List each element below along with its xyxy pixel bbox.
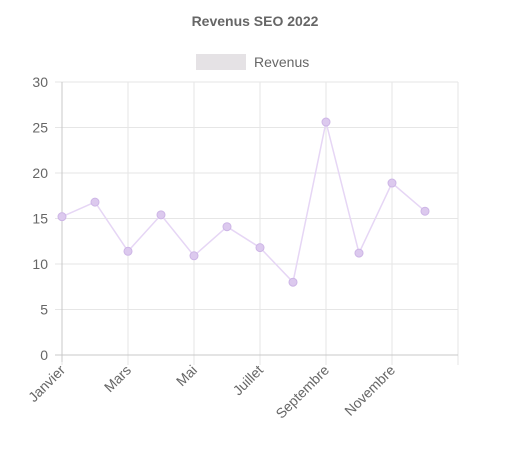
grid (55, 81, 459, 365)
data-point[interactable] (222, 222, 232, 232)
series-line (61, 121, 426, 284)
data-point[interactable] (387, 178, 397, 188)
data-point[interactable] (57, 212, 67, 222)
data-point[interactable] (255, 243, 265, 253)
y-tick-label: 0 (40, 347, 48, 363)
data-point[interactable] (123, 246, 133, 256)
y-tick-label: 25 (32, 120, 48, 136)
x-tick-label: Septembre (272, 362, 332, 422)
axes: 0 5 10 15 20 25 30 Janvier Mars Mai Juillet Septemb… (25, 74, 458, 422)
x-tick-label: Janvier (25, 362, 68, 405)
data-point[interactable] (288, 277, 298, 287)
y-tick-label: 20 (32, 165, 48, 181)
data-point[interactable] (189, 251, 199, 261)
y-tick-label: 5 (40, 302, 48, 318)
data-point[interactable] (156, 210, 166, 220)
data-point[interactable] (420, 206, 430, 216)
x-tick-label: Juillet (229, 362, 266, 399)
data-point[interactable] (90, 197, 100, 207)
x-tick-label: Mai (173, 362, 200, 389)
y-tick-label: 15 (32, 211, 48, 227)
y-tick-label: 30 (32, 74, 48, 90)
legend-label[interactable]: Revenus (254, 54, 309, 70)
chart-title: Revenus SEO 2022 (192, 13, 319, 29)
data-point[interactable] (321, 117, 331, 127)
x-tick-label: Mars (101, 362, 134, 395)
y-tick-label: 10 (32, 256, 48, 272)
data-point[interactable] (354, 248, 364, 258)
series-revenus (57, 117, 430, 287)
x-tick-label: Novembre (341, 362, 398, 419)
legend-swatch[interactable] (196, 54, 246, 70)
